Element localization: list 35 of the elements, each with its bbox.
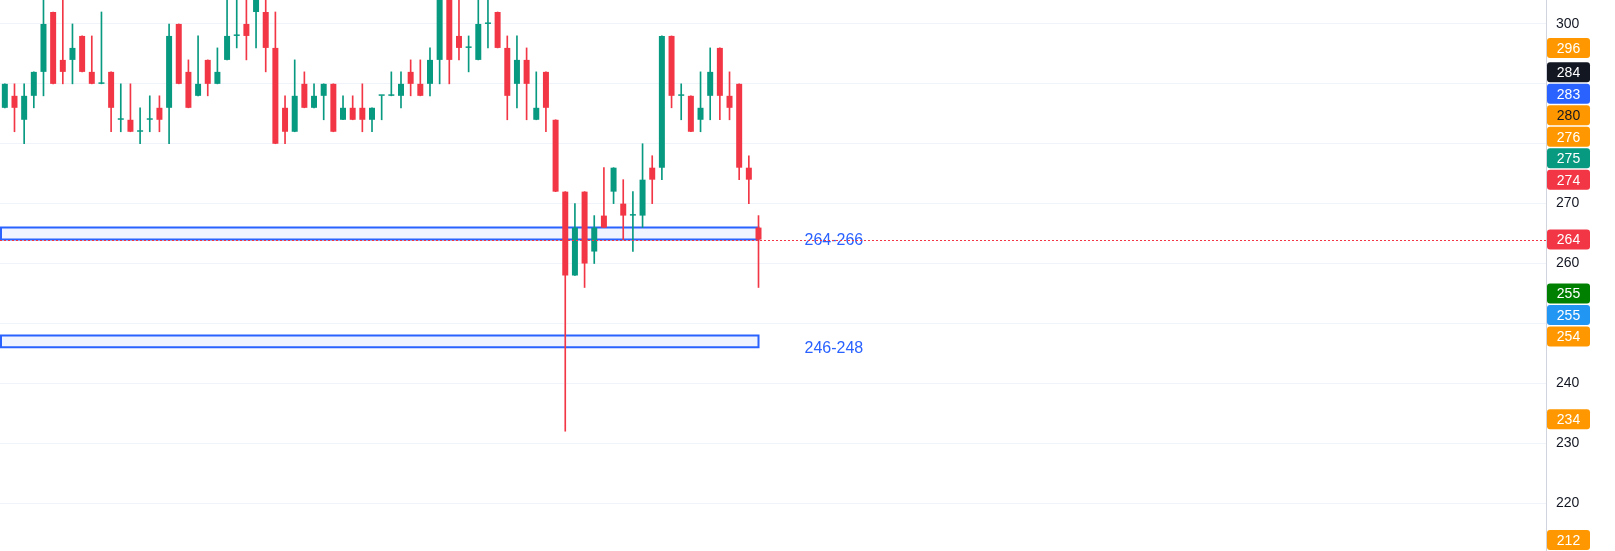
candlestick — [649, 155, 656, 204]
candlestick — [117, 83, 124, 133]
annotation: 296 — [1556, 39, 1581, 56]
text: 212 — [1556, 531, 1581, 548]
annotation: 234 — [1556, 411, 1581, 428]
candlestick — [600, 167, 607, 228]
y-tick-label: 220 — [1556, 493, 1580, 510]
candlestick — [253, 0, 260, 49]
text: 284 — [1556, 64, 1581, 81]
text: 254 — [1556, 328, 1581, 345]
text: 255 — [1556, 306, 1581, 323]
text: 280 — [1556, 107, 1581, 124]
ref-line-label: 264 — [1556, 231, 1581, 248]
text: 276 — [1556, 128, 1581, 145]
y-tick-label: 240 — [1556, 374, 1580, 391]
y-tick-label: 260 — [1556, 254, 1580, 271]
text: 283 — [1556, 85, 1581, 102]
text: 275 — [1556, 150, 1581, 167]
band-label: 246-248 — [804, 338, 864, 356]
candlestick — [455, 0, 462, 61]
y-tick-label: 300 — [1556, 14, 1580, 31]
candlestick — [620, 179, 627, 240]
candlestick — [195, 35, 202, 97]
candlestick — [484, 0, 491, 49]
candlestick — [146, 95, 153, 133]
candlestick — [59, 0, 66, 85]
candlestick — [678, 83, 685, 121]
candlestick — [745, 155, 752, 204]
candlestick — [629, 191, 636, 252]
annotation: 274 — [1556, 171, 1581, 188]
annotation: 255 — [1556, 285, 1581, 302]
y-tick-label: 270 — [1556, 194, 1580, 211]
y-tick-label: 230 — [1556, 434, 1580, 451]
candlestick — [137, 107, 144, 145]
candlestick — [233, 0, 240, 49]
